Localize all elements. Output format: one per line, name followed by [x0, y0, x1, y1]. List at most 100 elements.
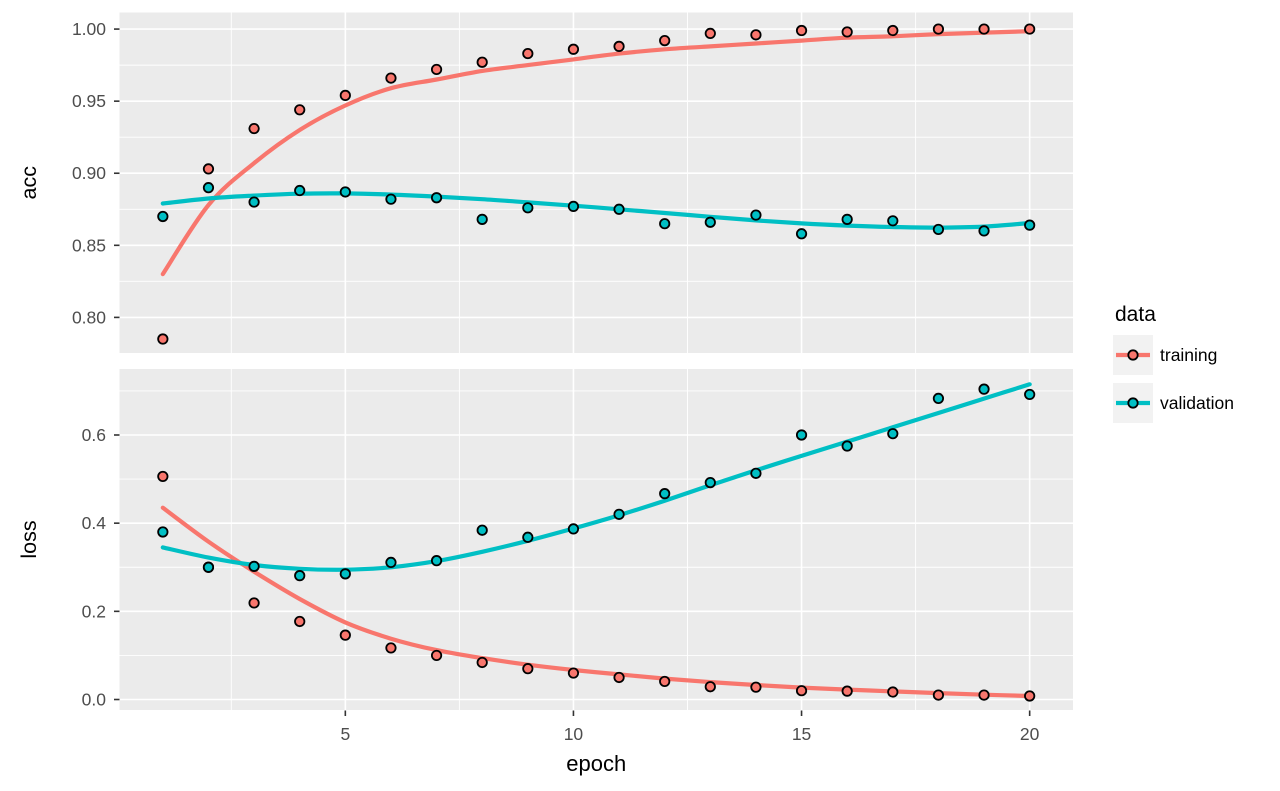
data-point-validation: [522, 531, 534, 543]
data-point-validation: [795, 429, 808, 441]
data-point-validation: [795, 228, 808, 240]
data-point-validation: [887, 428, 899, 440]
data-point-validation: [202, 561, 215, 573]
data-point-validation: [248, 196, 260, 208]
y-tick-label: 0.4: [82, 513, 107, 533]
data-point-training: [248, 122, 260, 135]
data-point-validation: [202, 182, 215, 194]
data-point-training: [978, 23, 990, 35]
data-point-validation: [704, 477, 716, 489]
data-point-validation: [887, 215, 899, 227]
data-point-training: [1024, 690, 1036, 702]
data-point-validation: [430, 555, 443, 567]
data-point-training: [385, 642, 397, 654]
data-point-training: [339, 89, 351, 101]
data-point-training: [430, 649, 443, 662]
data-point-training: [476, 656, 488, 669]
legend-label-validation: validation: [1160, 392, 1234, 413]
data-point-validation: [932, 392, 945, 405]
data-point-validation: [659, 488, 671, 500]
legend-key-swatch: [1116, 349, 1150, 361]
data-point-validation: [659, 218, 671, 230]
y-axis-title-loss: loss: [17, 520, 41, 558]
panel-background: [119, 369, 1073, 710]
facet-panel-loss: 0.6 0.4 0.2 0.0 loss: [17, 369, 1073, 710]
x-tick-label: 10: [564, 724, 584, 744]
data-point-validation: [978, 383, 990, 395]
data-point-validation: [385, 556, 397, 569]
data-point-training: [613, 40, 625, 52]
data-point-training: [1024, 23, 1036, 35]
data-point-validation: [157, 526, 169, 538]
data-point-training: [887, 686, 899, 698]
data-point-training: [978, 689, 990, 701]
data-point-training: [932, 23, 945, 35]
data-point-training: [248, 597, 260, 609]
data-point-validation: [613, 203, 625, 215]
smooth-line-training: [160, 29, 1032, 277]
y-tick-label: 1.00: [72, 19, 106, 39]
data-point-training: [294, 104, 306, 116]
x-tick-label: 15: [792, 724, 811, 744]
y-tick-label: 0.80: [72, 307, 106, 327]
data-point-training: [294, 615, 306, 628]
y-tick-label: 0.90: [72, 163, 106, 183]
facet-panel-acc: 1.00 0.95 0.90 0.85 0.80 acc: [17, 12, 1073, 353]
y-tick-label: 0.95: [72, 91, 106, 111]
data-point-training: [659, 35, 671, 47]
data-point-validation: [750, 209, 762, 221]
data-point-validation: [294, 570, 306, 582]
legend-key-validation: [1113, 383, 1153, 424]
x-tick-label: 20: [1020, 724, 1040, 744]
data-point-validation: [385, 193, 397, 205]
data-point-validation: [841, 213, 853, 225]
y-axis-title-acc: acc: [17, 166, 41, 200]
data-point-training: [567, 667, 580, 679]
data-point-training: [841, 26, 853, 38]
legend-item-validation: validation: [1113, 383, 1234, 424]
legend-key-training: [1113, 335, 1153, 376]
data-point-validation: [476, 524, 488, 536]
data-point-validation: [750, 467, 762, 479]
data-point-training: [613, 671, 625, 684]
x-tick-label: 5: [340, 724, 350, 744]
data-point-training: [522, 47, 534, 60]
data-point-training: [795, 24, 808, 37]
data-point-validation: [339, 568, 351, 580]
data-point-training: [476, 56, 488, 68]
y-tick-label: 0.2: [82, 601, 106, 621]
data-point-validation: [522, 202, 534, 214]
data-point-validation: [567, 200, 580, 212]
x-axis-title: epoch: [566, 751, 626, 776]
data-point-validation: [430, 192, 443, 204]
data-point-training: [841, 685, 853, 697]
data-point-validation: [157, 210, 169, 223]
data-point-validation: [978, 225, 990, 237]
y-tick-label: 0.0: [82, 690, 107, 710]
data-point-validation: [1024, 388, 1036, 401]
data-point-validation: [704, 216, 716, 228]
data-point-training: [157, 470, 169, 483]
data-point-training: [704, 27, 716, 40]
y-tick-label: 0.6: [82, 425, 106, 445]
data-point-training: [887, 24, 899, 37]
data-point-training: [704, 681, 716, 693]
legend-key-swatch: [1116, 397, 1150, 409]
data-point-validation: [476, 213, 488, 225]
data-point-training: [202, 163, 215, 175]
data-point-validation: [567, 523, 580, 535]
data-point-validation: [613, 508, 625, 520]
legend-point: [1127, 397, 1139, 409]
legend-label-training: training: [1160, 344, 1218, 365]
data-point-training: [750, 681, 762, 693]
data-point-training: [659, 675, 671, 688]
data-point-training: [795, 685, 808, 697]
data-point-validation: [932, 223, 945, 236]
data-point-training: [750, 29, 762, 41]
legend-point: [1127, 349, 1139, 361]
data-point-validation: [248, 560, 260, 572]
legend: data training validation: [1113, 303, 1234, 431]
data-point-validation: [339, 186, 351, 198]
